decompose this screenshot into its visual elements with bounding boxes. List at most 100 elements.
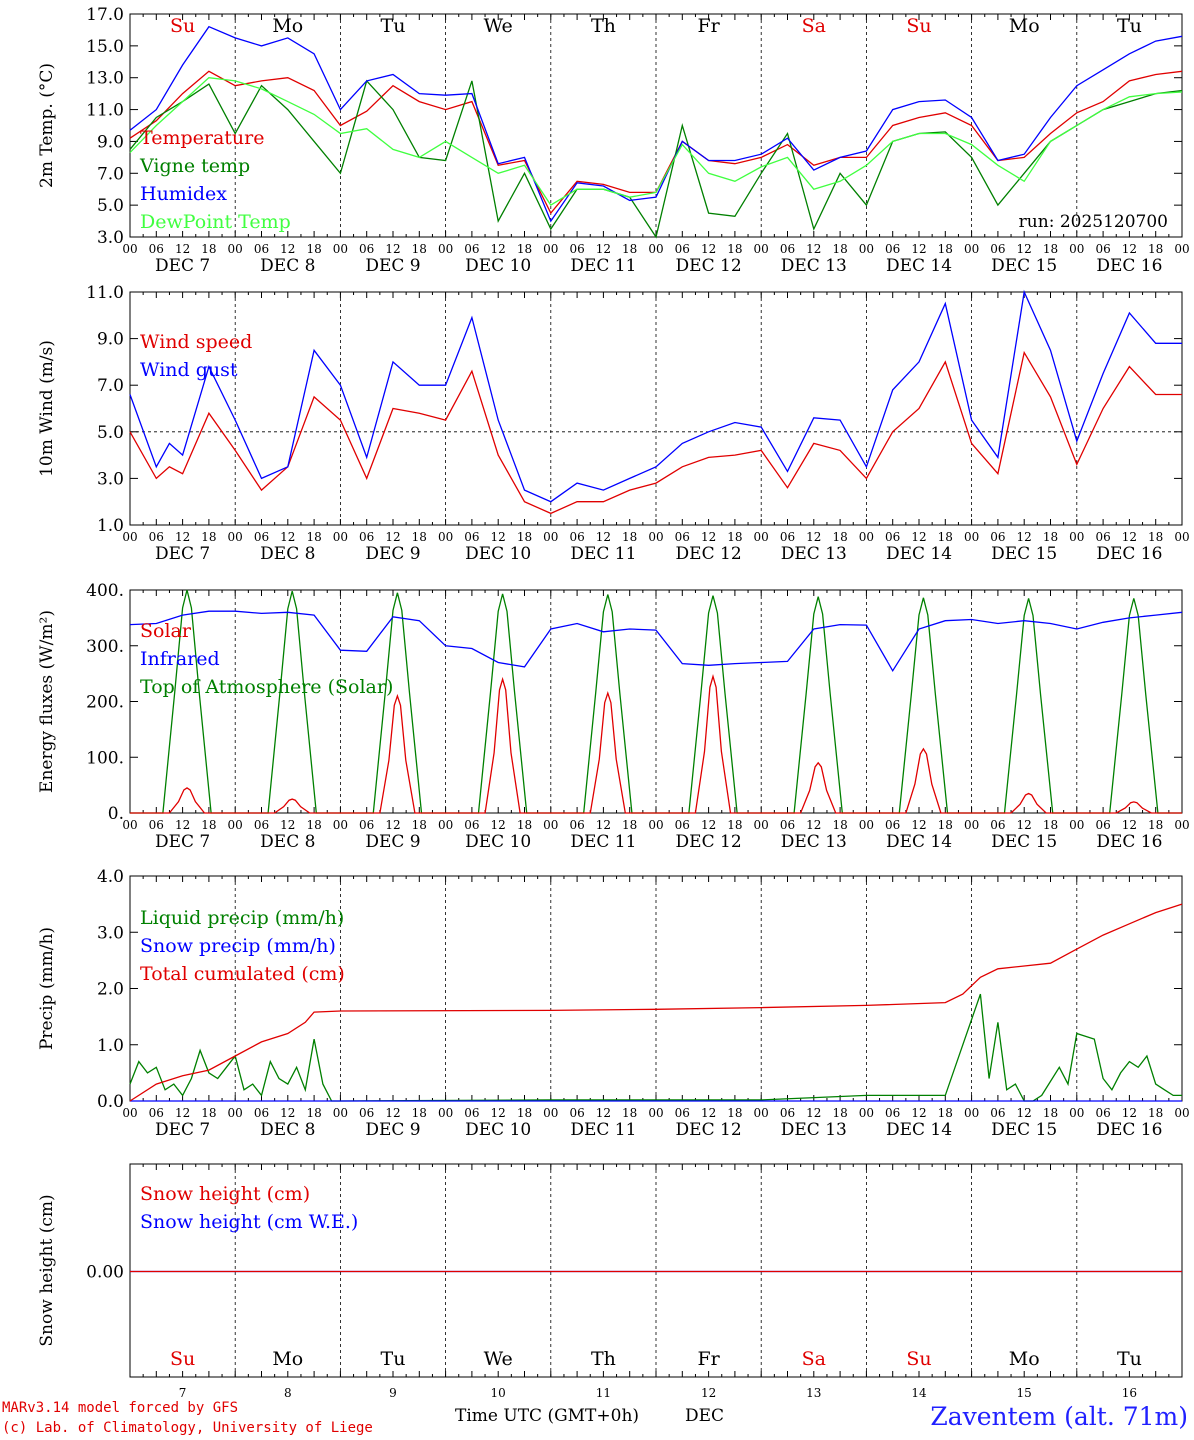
weekday-label-top: Mo [1009, 15, 1040, 37]
hour-tick-label: 00 [228, 242, 243, 256]
legend-entry: Vigne temp [139, 155, 250, 177]
hour-tick-label: 18 [517, 242, 532, 256]
hour-tick-label: 06 [885, 818, 900, 832]
legend-entry: Snow precip (mm/h) [140, 935, 336, 957]
day-number-label: 11 [596, 1386, 611, 1400]
hour-tick-label: 18 [1148, 242, 1163, 256]
hour-tick-label: 06 [990, 818, 1005, 832]
date-label: DEC 8 [260, 256, 315, 276]
weekday-label-top: Su [906, 15, 931, 37]
hour-tick-label: 06 [885, 242, 900, 256]
legend-entry: Top of Atmosphere (Solar) [140, 676, 393, 698]
hour-tick-label: 06 [1095, 530, 1110, 544]
hour-tick-label: 00 [964, 1106, 979, 1120]
hour-tick-label: 06 [1095, 1106, 1110, 1120]
date-label: DEC 12 [676, 1120, 742, 1140]
hour-tick-label: 18 [306, 818, 321, 832]
hour-tick-label: 00 [1069, 1106, 1084, 1120]
date-label: DEC 16 [1096, 1120, 1162, 1140]
weekday-label-top: Mo [272, 15, 303, 37]
y-tick-label: 200. [86, 693, 124, 713]
date-label: DEC 7 [155, 1120, 210, 1140]
hour-tick-label: 12 [1017, 818, 1032, 832]
hour-tick-label: 00 [438, 818, 453, 832]
hour-tick-label: 06 [1095, 242, 1110, 256]
y-tick-label: 2.0 [97, 980, 124, 1000]
y-tick-label: 9.0 [97, 330, 124, 350]
hour-tick-label: 06 [1095, 818, 1110, 832]
hour-tick-label: 00 [1069, 818, 1084, 832]
date-label: DEC 14 [886, 256, 952, 276]
hour-tick-label: 00 [543, 818, 558, 832]
hour-tick-label: 06 [149, 1106, 164, 1120]
hour-tick-label: 18 [727, 1106, 742, 1120]
hour-tick-label: 18 [832, 530, 847, 544]
hour-tick-label: 12 [175, 530, 190, 544]
hour-tick-label: 00 [859, 530, 874, 544]
hour-tick-label: 00 [122, 1106, 137, 1120]
hour-tick-label: 18 [306, 530, 321, 544]
hour-tick-label: 12 [596, 818, 611, 832]
legend-entry: Infrared [140, 648, 220, 670]
date-label: DEC 13 [781, 832, 847, 852]
hour-tick-label: 12 [1017, 242, 1032, 256]
weekday-label-top: Fr [697, 15, 720, 37]
y-axis-label-3: Energy fluxes (W/m²) [37, 610, 57, 793]
hour-tick-label: 00 [1174, 818, 1189, 832]
hour-tick-label: 12 [701, 530, 716, 544]
date-label: DEC 9 [365, 256, 420, 276]
day-number-label: 7 [179, 1386, 187, 1400]
date-label: DEC 10 [465, 832, 531, 852]
month-label: DEC [685, 1406, 725, 1426]
hour-tick-label: 12 [385, 818, 400, 832]
hour-tick-label: 06 [254, 530, 269, 544]
hour-tick-label: 12 [911, 818, 926, 832]
legend-entry: Wind speed [140, 331, 252, 353]
hour-tick-label: 12 [280, 1106, 295, 1120]
hour-tick-label: 18 [1148, 818, 1163, 832]
y-tick-label: 4.0 [97, 867, 124, 887]
hour-tick-label: 18 [412, 818, 427, 832]
hour-tick-label: 12 [175, 242, 190, 256]
hour-tick-label: 06 [359, 1106, 374, 1120]
hour-tick-label: 18 [1043, 1106, 1058, 1120]
hour-tick-label: 00 [122, 242, 137, 256]
hour-tick-label: 18 [517, 530, 532, 544]
hour-tick-label: 18 [517, 818, 532, 832]
hour-tick-label: 00 [1069, 242, 1084, 256]
date-label: DEC 16 [1096, 832, 1162, 852]
hour-tick-label: 00 [964, 530, 979, 544]
date-label: DEC 8 [260, 1120, 315, 1140]
hour-tick-label: 12 [596, 530, 611, 544]
hour-tick-label: 00 [228, 818, 243, 832]
hour-tick-label: 00 [438, 242, 453, 256]
day-number-label: 8 [284, 1386, 292, 1400]
model-credit: MARv3.14 model forced by GFS [2, 1400, 239, 1416]
hour-tick-label: 18 [727, 530, 742, 544]
weekday-label-bottom: Mo [1009, 1348, 1040, 1370]
hour-tick-label: 12 [806, 1106, 821, 1120]
hour-tick-label: 00 [333, 818, 348, 832]
hour-tick-label: 18 [727, 818, 742, 832]
date-label: DEC 14 [886, 832, 952, 852]
date-label: DEC 13 [781, 1120, 847, 1140]
hour-tick-label: 12 [596, 1106, 611, 1120]
hour-tick-label: 00 [438, 1106, 453, 1120]
hour-tick-label: 18 [622, 530, 637, 544]
hour-tick-label: 18 [306, 242, 321, 256]
hour-tick-label: 06 [254, 1106, 269, 1120]
hour-tick-label: 06 [359, 242, 374, 256]
day-number-label: 12 [701, 1386, 716, 1400]
panel-frame-3 [129, 589, 1183, 814]
weekday-label-bottom: Th [591, 1348, 616, 1370]
y-tick-label: 0. [108, 804, 124, 824]
hour-tick-label: 06 [990, 242, 1005, 256]
hour-tick-label: 00 [648, 242, 663, 256]
y-tick-label: 3.0 [97, 228, 124, 248]
y-tick-label: 100. [86, 748, 124, 768]
y-axis-label-2: 10m Wind (m/s) [37, 340, 57, 477]
hour-tick-label: 12 [1122, 1106, 1137, 1120]
hour-tick-label: 12 [280, 818, 295, 832]
hour-tick-label: 00 [648, 530, 663, 544]
weekday-label-bottom: Su [906, 1348, 931, 1370]
